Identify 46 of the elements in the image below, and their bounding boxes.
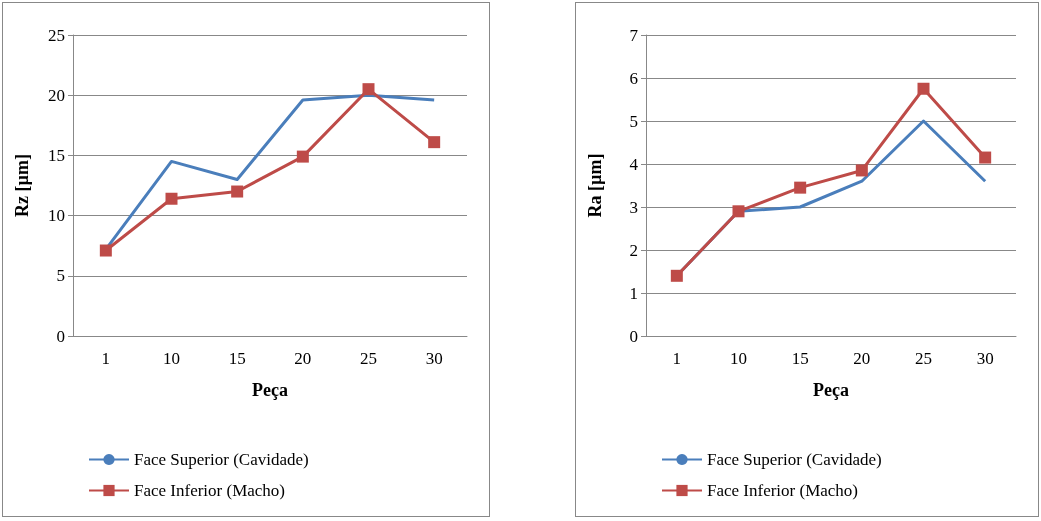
x-tick-label: 10 xyxy=(163,349,180,368)
point xyxy=(794,181,807,194)
y-tick-label: 2 xyxy=(629,240,638,260)
y-tick-label: 10 xyxy=(48,206,65,226)
y-axis-title: Rz [µm] xyxy=(12,154,32,217)
x-tick-label: 15 xyxy=(791,349,809,368)
y-axis-title: Ra [µm] xyxy=(585,153,605,218)
point xyxy=(99,244,112,257)
y-tick-label: 1 xyxy=(629,283,638,303)
x-tick-label: 25 xyxy=(360,349,377,368)
x-tick-label: 25 xyxy=(915,349,932,368)
legend-label: Face Inferior (Macho) xyxy=(707,481,859,500)
y-tick-label: 3 xyxy=(629,197,638,217)
point xyxy=(670,269,683,282)
point xyxy=(231,185,244,198)
x-tick-label: 20 xyxy=(294,349,312,368)
legend-label: Face Superior (Cavidade) xyxy=(707,450,882,469)
y-tick-label: 20 xyxy=(48,85,65,105)
legend-label: Face Inferior (Macho) xyxy=(134,481,286,500)
point xyxy=(732,205,745,218)
x-tick-label: 1 xyxy=(101,349,111,368)
x-tick-label: 15 xyxy=(228,349,246,368)
x-tick-label: 30 xyxy=(976,349,994,368)
point xyxy=(979,151,992,164)
x-tick-label: 10 xyxy=(730,349,747,368)
y-tick-label: 5 xyxy=(56,266,65,286)
y-tick-label: 4 xyxy=(629,154,639,174)
x-axis-title: Peça xyxy=(252,380,288,400)
point xyxy=(362,83,375,96)
y-tick-label: 0 xyxy=(56,326,65,346)
x-axis-title: Peça xyxy=(813,380,849,400)
x-tick-label: 1 xyxy=(672,349,682,368)
point xyxy=(855,164,868,177)
y-tick-label: 6 xyxy=(629,68,638,88)
legend-label: Face Superior (Cavidade) xyxy=(134,450,309,469)
y-tick-label: 15 xyxy=(48,145,65,165)
y-tick-label: 5 xyxy=(629,111,638,131)
point xyxy=(296,150,309,163)
y-tick-label: 7 xyxy=(629,25,639,45)
y-tick-label: 25 xyxy=(48,25,65,45)
x-tick-label: 30 xyxy=(425,349,443,368)
point xyxy=(428,136,441,149)
y-tick-label: 0 xyxy=(629,326,638,346)
point xyxy=(165,192,178,205)
point xyxy=(917,82,930,95)
x-tick-label: 20 xyxy=(853,349,871,368)
